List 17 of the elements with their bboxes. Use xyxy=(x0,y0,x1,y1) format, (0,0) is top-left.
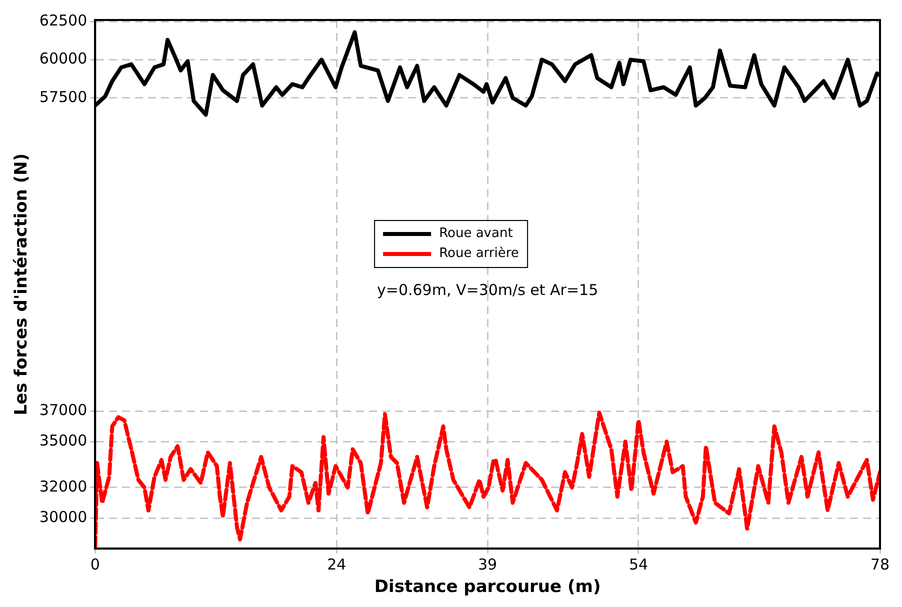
x-tick-label: 54 xyxy=(628,555,648,574)
y-tick-label: 60000 xyxy=(39,50,88,68)
y-tick-label: 30000 xyxy=(39,508,88,526)
y-tick-label: 32000 xyxy=(39,477,88,496)
x-tick-label: 0 xyxy=(90,555,100,574)
x-axis-title: Distance parcourue (m) xyxy=(374,577,601,598)
y-tick-label: 62500 xyxy=(39,11,88,30)
x-tick-label: 39 xyxy=(478,555,498,574)
y-axis-title: Les forces d'intéraction (N) xyxy=(12,153,32,416)
y-tick-label: 37000 xyxy=(39,400,88,419)
x-tick-label: 24 xyxy=(327,555,346,574)
y-tick-label: 35000 xyxy=(39,432,88,450)
x-tick-label: 78 xyxy=(870,555,890,574)
legend-label: Roue arrière xyxy=(439,245,519,263)
y-tick-label: 57500 xyxy=(39,88,88,106)
annotation: y=0.69m, V=30m/s et Ar=15 xyxy=(376,280,598,299)
legend-label: Roue avant xyxy=(439,225,513,243)
